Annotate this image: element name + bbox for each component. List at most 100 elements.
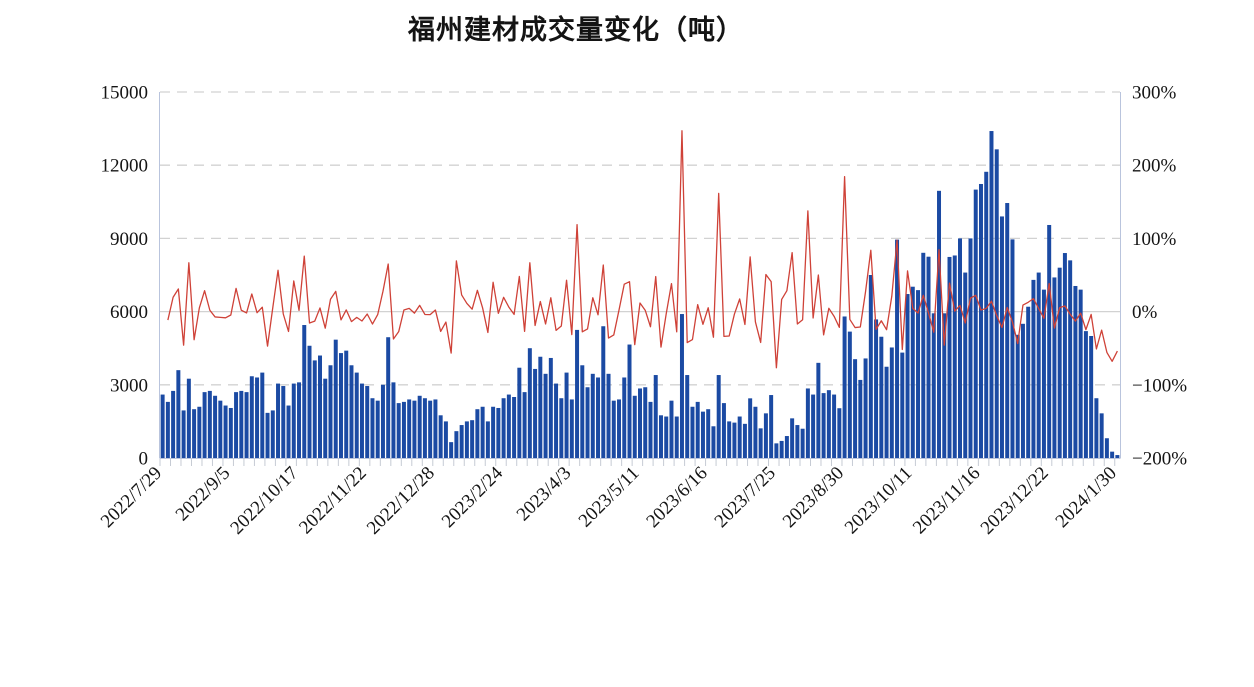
volume-bar	[737, 416, 742, 458]
volume-bar	[522, 392, 527, 458]
volume-bar	[265, 412, 270, 458]
volume-bar	[811, 394, 816, 458]
x-axis-labels: 2022/7/29 2022/9/52022/10/172022/11/22202…	[97, 462, 1121, 538]
volume-bar	[816, 362, 821, 458]
y-axis-right-label: 200%	[1132, 156, 1177, 177]
volume-bar	[921, 252, 926, 458]
volume-bar	[338, 353, 343, 458]
volume-bar	[244, 392, 249, 458]
volume-bar	[580, 365, 585, 458]
volume-bar	[643, 387, 648, 458]
volume-bar	[312, 360, 317, 458]
volume-bar	[984, 171, 989, 459]
volume-bar	[527, 348, 532, 458]
volume-bar	[318, 355, 322, 458]
volume-bar	[302, 325, 307, 458]
volume-bar	[281, 386, 286, 458]
y-axis-right-labels: −200% −100% 0% 100% 200% 300%	[1132, 83, 1187, 470]
x-axis-label: 2022/11/22	[295, 463, 371, 539]
volume-bar	[858, 379, 863, 458]
volume-bar	[417, 395, 422, 458]
volume-bar	[213, 395, 218, 458]
volume-bar	[748, 398, 753, 458]
x-axis-label: 2023/5/11	[575, 463, 644, 532]
volume-bar	[674, 416, 679, 458]
volume-bar	[512, 397, 517, 458]
volume-bar	[517, 367, 522, 458]
volume-bar	[407, 399, 412, 458]
volume-bar	[721, 403, 726, 458]
x-axis-minor-ticks	[159, 459, 1116, 466]
volume-bar	[1010, 239, 1015, 458]
volume-bar	[307, 345, 312, 458]
y-axis-left-label: 9000	[110, 229, 148, 250]
x-axis-label: 2024/1/30	[1052, 463, 1121, 532]
volume-bar	[249, 376, 254, 458]
y-axis-left-labels: 0 3000 6000 9000 12000 15000	[101, 83, 149, 470]
x-axis-label: 2022/10/17	[226, 463, 302, 539]
volume-bar	[533, 368, 538, 458]
volume-bar	[627, 344, 632, 458]
x-axis-label: 2023/11/16	[909, 463, 985, 539]
volume-bar	[1057, 267, 1062, 458]
volume-bar	[569, 399, 574, 458]
volume-bar	[192, 409, 197, 458]
volume-bar	[669, 400, 674, 458]
x-axis-label: 2023/7/25	[711, 463, 780, 532]
volume-bar	[742, 423, 747, 458]
volume-bar	[475, 409, 480, 458]
y-axis-right-label: 100%	[1132, 229, 1177, 250]
volume-bar	[391, 382, 396, 458]
x-axis-label: 2022/9/5	[172, 463, 235, 526]
volume-bar	[1005, 203, 1010, 458]
volume-bar	[700, 411, 705, 458]
volume-bar	[952, 255, 957, 458]
volume-bar	[826, 390, 831, 458]
volume-bar	[648, 401, 653, 458]
volume-bar	[365, 386, 370, 458]
volume-bar	[375, 400, 380, 458]
volume-bar	[989, 131, 994, 459]
volume-bar	[160, 394, 165, 458]
volume-bar	[596, 377, 601, 458]
x-axis-label: 2022/12/28	[363, 463, 439, 539]
volume-bar	[769, 395, 774, 458]
volume-bar	[501, 398, 506, 458]
volume-bar	[328, 365, 333, 458]
volume-bar	[480, 406, 485, 458]
volume-bar	[1089, 336, 1094, 458]
volume-bar	[685, 375, 690, 458]
volume-bar	[286, 405, 291, 458]
volume-bar	[260, 372, 265, 458]
volume-bar	[847, 331, 852, 458]
volume-bar	[879, 336, 884, 458]
volume-bar	[1015, 334, 1020, 458]
volume-bar	[842, 316, 847, 458]
x-axis-label: 2023/2/24	[438, 462, 508, 532]
volume-bar	[931, 313, 936, 458]
volume-bar	[234, 392, 239, 458]
volume-bar	[276, 383, 281, 458]
volume-bar	[1078, 289, 1083, 458]
volume-bars	[160, 131, 1120, 459]
volume-bar	[832, 394, 837, 458]
volume-bar	[538, 356, 543, 458]
volume-bar	[926, 256, 931, 458]
volume-bar	[270, 410, 275, 458]
volume-bar	[1036, 272, 1041, 458]
volume-bar	[1062, 253, 1067, 458]
volume-bar	[638, 388, 642, 458]
volume-bar	[784, 436, 789, 458]
x-axis-label: 2023/12/22	[977, 463, 1053, 539]
volume-bar	[228, 407, 233, 458]
volume-bar	[732, 422, 737, 458]
volume-bar	[821, 393, 826, 458]
volume-bar	[601, 326, 606, 458]
volume-bar	[291, 383, 296, 458]
volume-bar	[690, 406, 695, 458]
volume-bar	[433, 399, 438, 458]
volume-bar	[297, 382, 302, 458]
volume-bar	[611, 400, 616, 458]
